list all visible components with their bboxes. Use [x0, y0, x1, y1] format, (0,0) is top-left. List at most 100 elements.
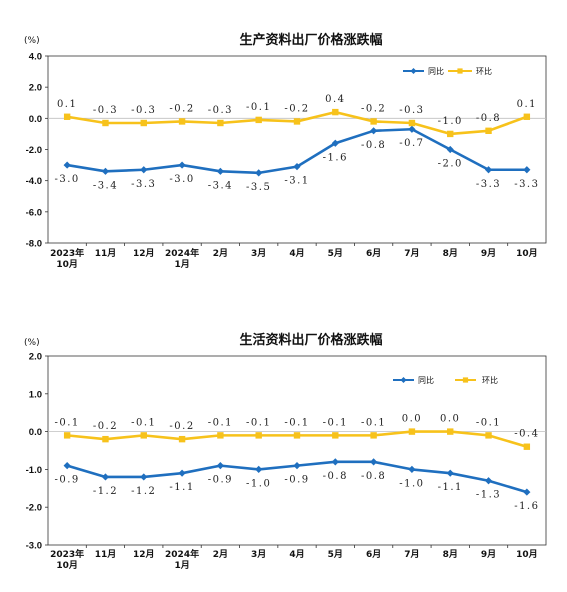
data-point-yoy: [523, 488, 531, 496]
x-tick-label: 3月: [251, 248, 266, 259]
data-point-mom: [332, 432, 339, 439]
data-point-mom: [178, 118, 186, 125]
data-point-yoy: [178, 161, 186, 169]
data-point-yoy: [101, 473, 110, 481]
data-label-mom: 0.1: [517, 99, 537, 110]
y-unit-label: (%): [24, 338, 40, 348]
x-tick-label: 1月: [174, 560, 189, 571]
data-label-mom: -0.1: [246, 102, 271, 113]
data-point-yoy: [216, 462, 224, 470]
data-label-mom: -0.2: [169, 421, 194, 432]
y-tick-label: 0.0: [29, 114, 42, 125]
data-label-mom: -0.2: [93, 421, 118, 432]
data-label-mom: -0.1: [208, 417, 233, 428]
data-point-mom: [408, 119, 416, 127]
data-point-yoy: [255, 169, 263, 177]
y-tick-label: -3.0: [26, 541, 42, 552]
x-tick-label: 2023年: [50, 548, 84, 560]
data-label-yoy: -2.0: [438, 159, 463, 170]
x-tick-label: 3月: [251, 549, 266, 560]
data-label-mom: -0.1: [476, 417, 501, 428]
x-tick-label: 8月: [443, 248, 458, 259]
data-label-yoy: -1.0: [399, 478, 424, 489]
data-label-yoy: -3.4: [93, 180, 118, 191]
data-label-yoy: -3.0: [55, 174, 80, 185]
legend-marker-mom: [462, 377, 469, 383]
x-tick-label: 10月: [56, 560, 78, 571]
y-tick-label: -2.0: [26, 145, 42, 156]
legend-label-yoy: 同比: [428, 66, 444, 76]
chart-1: 生产资料出厂价格涨跌幅 (%) 4.0 2.0 0.0 -2.0 -4.0 -6.0 -8.0 2…: [24, 32, 547, 270]
y-tick-label: -4.0: [26, 176, 42, 187]
data-label-yoy: -0.9: [208, 475, 233, 486]
legend-marker-mom: [457, 68, 463, 74]
x-tick-label: 2月: [213, 549, 228, 560]
data-label-yoy: -3.3: [514, 179, 539, 190]
data-point-yoy: [178, 469, 186, 477]
data-label-yoy: -3.3: [476, 179, 501, 190]
data-label-mom: -0.2: [361, 103, 386, 114]
data-point-yoy: [408, 465, 416, 473]
data-point-mom: [140, 119, 147, 127]
data-point-yoy: [140, 473, 148, 481]
data-point-yoy: [484, 477, 493, 485]
data-label-mom: -0.3: [131, 105, 156, 116]
plot-frame: [47, 355, 547, 546]
data-point-mom: [523, 443, 531, 450]
y-tick-label: 4.0: [29, 52, 42, 63]
data-point-mom: [255, 432, 262, 439]
data-label-yoy: -0.7: [399, 138, 424, 149]
data-point-mom: [523, 113, 531, 120]
data-label-mom: -0.1: [246, 417, 271, 428]
legend-label-yoy: 同比: [418, 375, 434, 385]
data-point-mom: [102, 435, 109, 443]
data-point-mom: [332, 108, 339, 116]
data-label-mom: -0.3: [399, 105, 424, 116]
data-label-mom: -0.2: [169, 103, 194, 114]
plot-frame: [47, 55, 547, 244]
data-point-mom: [447, 130, 454, 138]
data-label-mom: -0.4: [514, 429, 539, 440]
data-point-mom: [408, 428, 416, 435]
chart-title: 生产资料出厂价格涨跌幅: [239, 32, 382, 48]
y-unit-label: (%): [24, 36, 40, 46]
y-tick-label: -8.0: [26, 239, 42, 250]
data-label-mom: -1.0: [438, 116, 463, 127]
x-tick-label: 1月: [174, 259, 189, 270]
x-tick-label: 4月: [289, 549, 304, 560]
x-tick-label: 2023年: [50, 247, 84, 259]
x-tick-label: 10月: [56, 259, 78, 270]
y-tick-label: -2.0: [26, 503, 42, 514]
legend: 同比 环比: [403, 66, 492, 76]
data-label-mom: -0.2: [284, 103, 309, 114]
data-label-mom: 0.4: [325, 94, 345, 105]
data-point-yoy: [63, 161, 71, 169]
legend: 同比 环比: [393, 375, 498, 385]
data-label-yoy: -3.5: [246, 182, 271, 193]
x-tick-label: 5月: [328, 549, 343, 560]
data-point-yoy: [255, 465, 263, 473]
y-tick-label: -6.0: [26, 207, 42, 218]
data-label-yoy: -1.3: [476, 490, 501, 501]
data-point-yoy: [446, 145, 454, 154]
chart-title: 生活资料出厂价格涨跌幅: [239, 332, 382, 348]
data-point-mom: [293, 432, 301, 439]
data-label-mom: -0.1: [323, 417, 348, 428]
data-point-mom: [178, 435, 186, 443]
chart-2: 生活资料出厂价格涨跌幅 (%) 2.0 1.0 0.0 -1.0 -2.0 -3.0 2023年…: [24, 332, 547, 571]
data-point-yoy: [140, 166, 148, 174]
data-point-yoy: [408, 125, 416, 133]
y-tick-label: 0.0: [29, 427, 42, 438]
legend-label-mom: 环比: [482, 375, 498, 385]
data-label-yoy: -0.8: [323, 471, 348, 482]
data-point-mom: [140, 432, 147, 439]
data-point-yoy: [523, 166, 531, 174]
x-tick-label: 4月: [289, 248, 304, 259]
x-tick-label: 9月: [481, 248, 496, 259]
data-label-mom: -0.1: [131, 417, 156, 428]
data-point-yoy: [484, 166, 493, 174]
data-label-yoy: -3.0: [169, 174, 194, 185]
data-label-yoy: -1.6: [323, 152, 348, 163]
data-point-yoy: [370, 127, 378, 135]
data-label-mom: -0.1: [361, 417, 386, 428]
